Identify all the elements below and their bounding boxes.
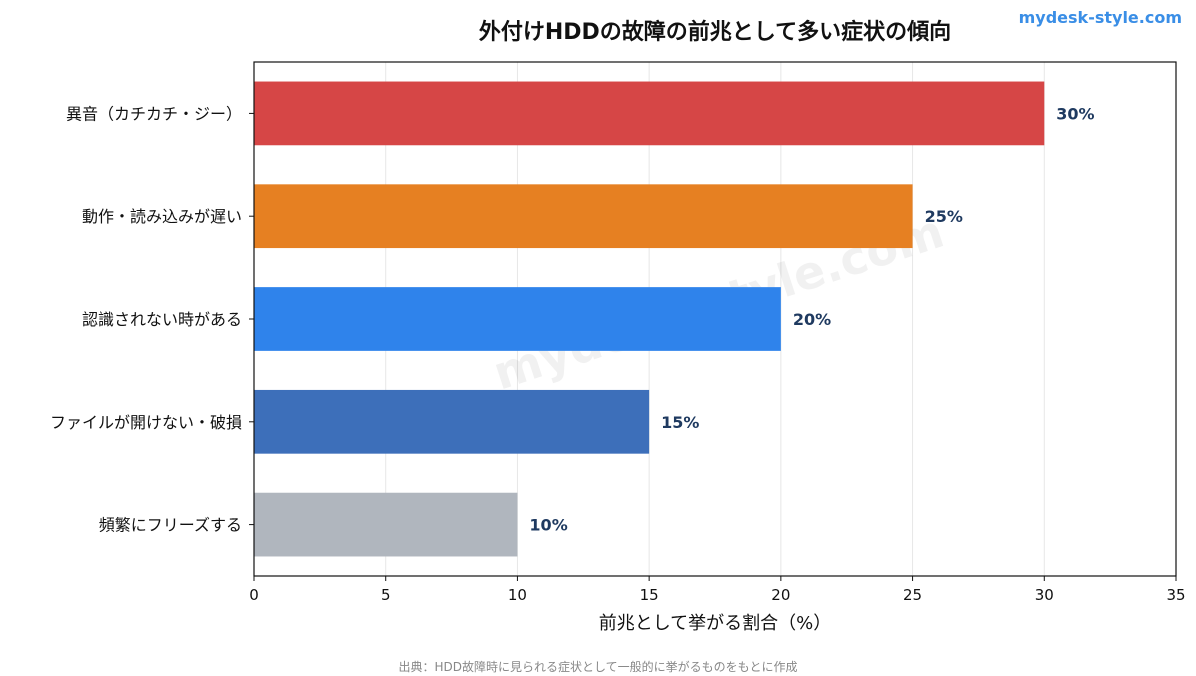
x-tick-label: 10: [508, 586, 527, 604]
bar: [254, 287, 781, 351]
data-label: 25%: [925, 207, 963, 226]
bar: [254, 184, 913, 249]
data-label: 30%: [1056, 104, 1094, 123]
source-note: 出典：HDD故障時に見られる症状として一般的に挙がるものをもとに作成: [398, 660, 798, 674]
y-tick-label: 異音（カチカチ・ジー）: [66, 104, 242, 123]
y-axis-ticks: 異音（カチカチ・ジー） 動作・読み込みが遅い認識されない時があるファイルが開けない…: [50, 104, 254, 535]
data-label: 10%: [529, 516, 567, 535]
bar: [254, 81, 1045, 146]
brand-link[interactable]: mydesk-style.com: [1018, 8, 1182, 27]
bar: [254, 492, 518, 557]
data-label: 20%: [793, 310, 831, 329]
x-axis-label: 前兆として挙がる割合（%）: [599, 613, 832, 634]
data-label: 15%: [661, 413, 699, 432]
chart-title: 外付けHDDの故障の前兆として多い症状の傾向: [478, 20, 952, 45]
x-tick-label: 30: [1035, 586, 1054, 604]
bars: 30% 25% 20% 15% 10%: [254, 81, 1095, 557]
x-axis-ticks: 0 5 10 15 20 25 30 35: [249, 576, 1186, 604]
y-tick-label: 頻繁にフリーズする: [99, 516, 242, 535]
y-tick-label: 動作・読み込みが遅い: [82, 207, 242, 226]
y-tick-label: ファイルが開けない・破損: [50, 413, 242, 432]
bar: [254, 389, 650, 454]
x-tick-label: 5: [381, 586, 391, 604]
y-tick-label: 認識されない時がある: [82, 310, 242, 329]
x-tick-label: 15: [640, 586, 659, 604]
x-tick-label: 35: [1166, 586, 1185, 604]
x-tick-label: 25: [903, 586, 922, 604]
x-tick-label: 20: [771, 586, 790, 604]
x-tick-label: 0: [249, 586, 259, 604]
